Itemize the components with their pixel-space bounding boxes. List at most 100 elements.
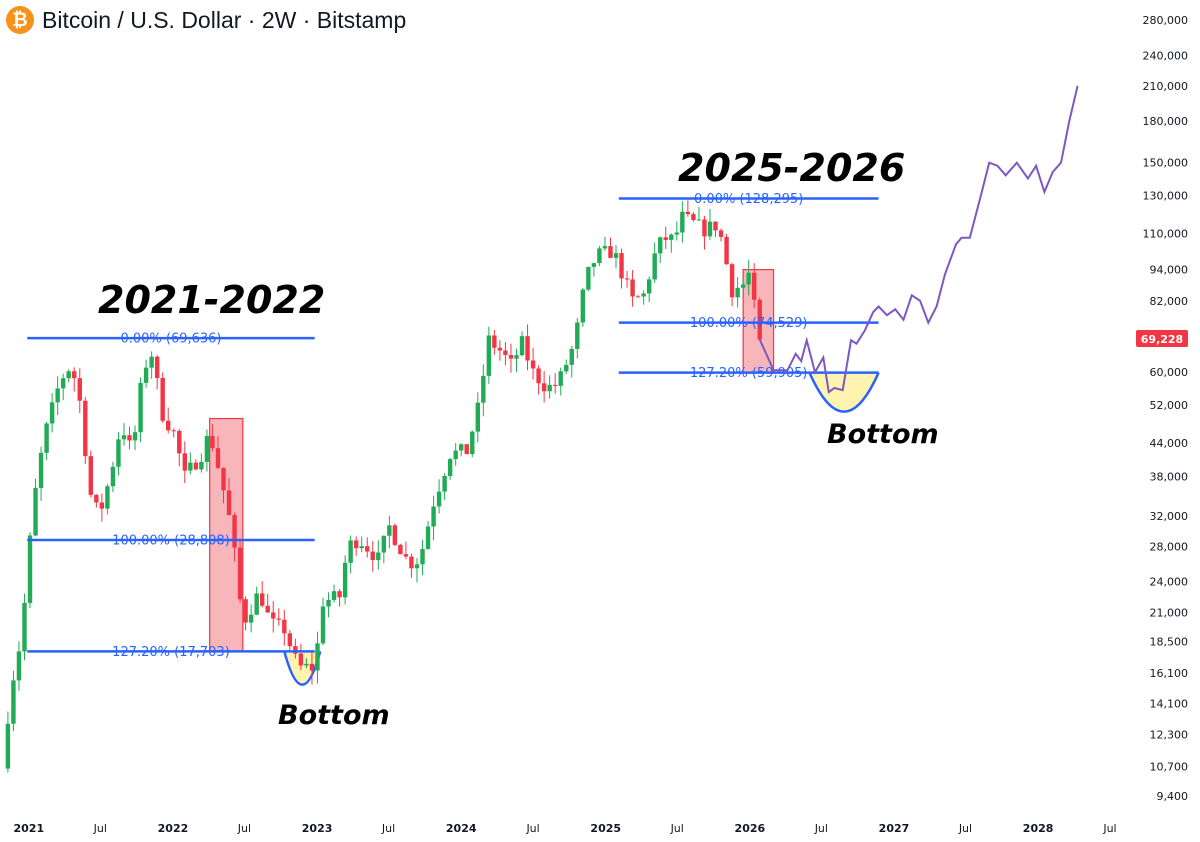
bottom-label-2026: Bottom bbox=[827, 419, 939, 450]
candlestick-series bbox=[5, 200, 762, 773]
time-tick-label: 2027 bbox=[879, 822, 910, 835]
candle-up bbox=[105, 486, 110, 509]
candle-up bbox=[470, 431, 475, 455]
candle-down bbox=[552, 384, 558, 386]
candle-up bbox=[326, 599, 331, 607]
time-axis[interactable]: 2021 Jul 2022 Jul 2023 Jul 2024 Jul 2025 Jul 2026 J… bbox=[14, 822, 1117, 835]
candle-down bbox=[77, 378, 82, 401]
candle-down bbox=[525, 336, 530, 361]
candle-down bbox=[685, 211, 691, 215]
candle-up bbox=[304, 663, 309, 666]
candle-down bbox=[276, 618, 281, 620]
candle-up bbox=[591, 263, 597, 267]
time-tick-label: Jul bbox=[525, 822, 539, 835]
candle-up bbox=[254, 593, 259, 615]
candle-down bbox=[72, 371, 77, 379]
candle-down bbox=[503, 350, 508, 355]
candle-up bbox=[348, 540, 353, 563]
price-tick-label: 12,300 bbox=[1150, 729, 1189, 742]
time-tick-label: Jul bbox=[814, 822, 828, 835]
chart-title[interactable]: Bitcoin / U.S. Dollar · 2W · Bitstamp bbox=[42, 6, 407, 33]
candle-up bbox=[33, 487, 38, 536]
candle-up bbox=[60, 378, 66, 389]
price-tick-label: 18,500 bbox=[1150, 635, 1189, 648]
fib-level-label: 0.00% (69,636) bbox=[120, 332, 221, 347]
price-tick-label: 60,000 bbox=[1150, 366, 1189, 379]
price-tick-label: 180,000 bbox=[1143, 115, 1189, 128]
candle-up bbox=[447, 459, 453, 477]
period-label-2021: 2021-2022 bbox=[98, 278, 325, 322]
candle-up bbox=[199, 461, 204, 470]
candle-up bbox=[658, 237, 663, 254]
candle-down bbox=[293, 646, 298, 654]
bottom-label-2022: Bottom bbox=[278, 700, 390, 731]
price-axis[interactable]: 280,000 240,000 210,000 180,000 150,000 130,0… bbox=[1143, 14, 1189, 803]
time-tick-label: 2022 bbox=[158, 822, 189, 835]
price-tick-label: 21,000 bbox=[1150, 606, 1189, 619]
price-tick-label: 24,000 bbox=[1150, 576, 1189, 589]
candle-down bbox=[624, 278, 630, 280]
candle-up bbox=[116, 439, 121, 467]
candle-down bbox=[663, 237, 668, 240]
candle-down bbox=[94, 494, 99, 503]
candle-up bbox=[481, 375, 486, 403]
candle-up bbox=[22, 602, 27, 652]
bitcoin-icon: ₿ bbox=[6, 6, 34, 34]
candle-up bbox=[44, 423, 49, 453]
bottom-zone-curve bbox=[808, 372, 880, 413]
candle-up bbox=[475, 402, 480, 432]
candle-up bbox=[564, 364, 569, 372]
projection-path bbox=[758, 85, 1079, 394]
candle-up bbox=[436, 491, 442, 507]
candle-down bbox=[210, 436, 215, 449]
candle-down bbox=[409, 556, 414, 569]
candle-down bbox=[508, 354, 514, 359]
price-tick-label: 52,000 bbox=[1150, 399, 1189, 412]
candle-down bbox=[160, 377, 165, 421]
fibonacci-levels[interactable]: 0.00% (69,636) 100.00% (28,808) 127.20% (1… bbox=[27, 192, 879, 660]
price-tick-label: 82,000 bbox=[1150, 295, 1189, 308]
candle-down bbox=[530, 360, 536, 369]
candle-down bbox=[619, 253, 624, 279]
candle-down bbox=[237, 547, 243, 600]
candle-down bbox=[492, 335, 497, 348]
candle-up bbox=[425, 526, 431, 549]
candle-up bbox=[414, 564, 420, 569]
price-tick-label: 9,400 bbox=[1157, 790, 1189, 803]
candle-up bbox=[11, 680, 16, 724]
candle-down bbox=[757, 299, 762, 340]
fib-level-label: 0.00% (128,295) bbox=[694, 192, 803, 207]
time-tick-label: Jul bbox=[670, 822, 684, 835]
price-tick-label: 110,000 bbox=[1143, 228, 1189, 241]
price-tick-label: 38,000 bbox=[1150, 471, 1189, 484]
candle-up bbox=[132, 432, 138, 441]
candle-down bbox=[226, 490, 232, 516]
candle-down bbox=[282, 619, 287, 634]
candle-up bbox=[597, 248, 602, 264]
candle-up bbox=[680, 211, 685, 233]
candle-up bbox=[575, 322, 580, 349]
candle-down bbox=[243, 599, 248, 623]
candle-down bbox=[724, 236, 729, 265]
candle-down bbox=[713, 221, 718, 231]
candle-up bbox=[49, 402, 55, 424]
drawdown-box bbox=[209, 417, 244, 652]
candle-down bbox=[337, 591, 342, 598]
candle-up bbox=[431, 506, 436, 527]
candle-down bbox=[99, 502, 105, 509]
candle-up bbox=[558, 371, 563, 386]
time-tick-label: 2026 bbox=[735, 822, 766, 835]
candle-up bbox=[547, 384, 552, 392]
candle-up bbox=[188, 462, 193, 471]
fib-level-label: 127.20% (17,703) bbox=[112, 645, 230, 660]
candle-up bbox=[331, 591, 337, 600]
chart-header: ₿ Bitcoin / U.S. Dollar · 2W · Bitstamp bbox=[6, 4, 406, 36]
projection-line bbox=[758, 85, 1079, 394]
candle-down bbox=[182, 453, 188, 471]
candle-up bbox=[420, 548, 425, 565]
candle-down bbox=[392, 525, 398, 545]
candle-down bbox=[193, 462, 199, 470]
candle-down bbox=[83, 400, 88, 457]
fib-level-label: 127.20% (59,905) bbox=[690, 366, 808, 381]
